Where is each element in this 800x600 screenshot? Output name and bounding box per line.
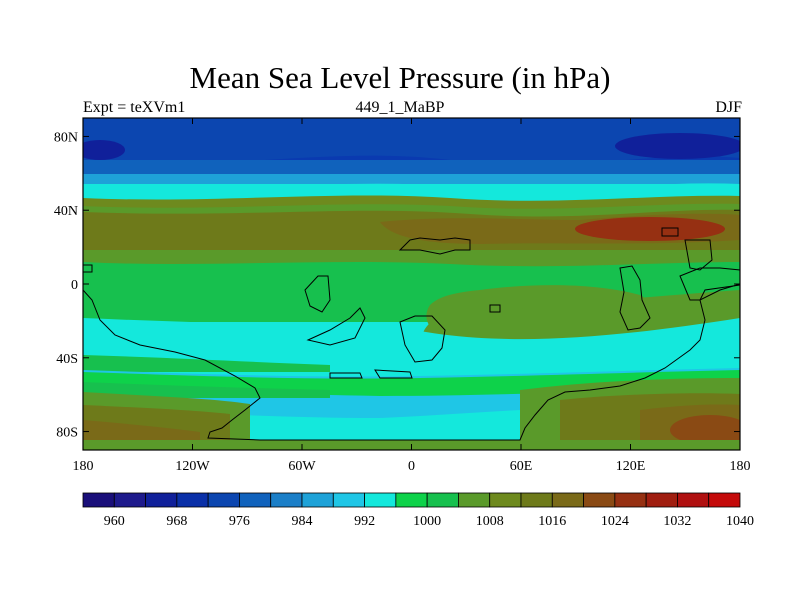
season-label: DJF — [715, 99, 742, 116]
lat-tick-label: 40S — [56, 352, 78, 367]
colorbar-label: 1040 — [726, 514, 754, 529]
colorbar-swatch — [207, 492, 240, 508]
map-title: Mean Sea Level Pressure (in hPa) — [189, 60, 611, 95]
latitude-axis: 80N 40N 0 40S 80S — [54, 130, 740, 441]
colorbar-swatch — [458, 492, 491, 508]
colorbar-label: 992 — [354, 514, 375, 529]
colorbar-swatch — [364, 492, 397, 508]
colorbar-swatch — [332, 492, 365, 508]
colorbar-swatch — [239, 492, 272, 508]
colorbar-swatch — [301, 492, 334, 508]
colorbar: 960 968 976 984 992 1000 1008 1016 1024 1032 1040 — [82, 492, 754, 529]
longitude-axis: 180 120W 60W 0 60E 120E 180 — [73, 118, 751, 474]
pressure-field — [83, 118, 740, 450]
lat-tick-label: 0 — [71, 278, 78, 293]
colorbar-swatch — [645, 492, 678, 508]
colorbar-swatch — [520, 492, 553, 508]
colorbar-swatch — [614, 492, 647, 508]
colorbar-swatch — [145, 492, 178, 508]
lat-tick-label: 80S — [56, 426, 78, 441]
colorbar-swatch — [489, 492, 522, 508]
colorbar-label: 1008 — [476, 514, 504, 529]
colorbar-swatch — [82, 492, 115, 508]
experiment-label: Expt = teXVm1 — [83, 99, 186, 116]
lon-tick-label: 60W — [288, 459, 316, 474]
colorbar-label: 968 — [166, 514, 187, 529]
colorbar-label: 984 — [292, 514, 313, 529]
colorbar-swatch — [270, 492, 303, 508]
low-center-west — [83, 140, 125, 160]
colorbar-swatch — [426, 492, 459, 508]
lon-tick-label: 180 — [73, 459, 94, 474]
lat-tick-label: 80N — [54, 130, 78, 145]
high-center-south — [670, 415, 740, 445]
colorbar-swatch — [113, 492, 146, 508]
colorbar-swatch — [677, 492, 710, 508]
lon-tick-label: 120E — [616, 459, 646, 474]
colorbar-swatch — [551, 492, 584, 508]
colorbar-label: 1024 — [601, 514, 629, 529]
run-label: 449_1_MaBP — [355, 99, 445, 116]
colorbar-swatch — [708, 492, 741, 508]
lat-tick-label: 40N — [54, 204, 78, 219]
colorbar-swatch — [395, 492, 428, 508]
lon-tick-label: 180 — [730, 459, 751, 474]
lon-tick-label: 120W — [175, 459, 210, 474]
colorbar-label: 1016 — [538, 514, 566, 529]
lon-tick-label: 0 — [408, 459, 415, 474]
colorbar-label: 976 — [229, 514, 250, 529]
lon-tick-label: 60E — [510, 459, 533, 474]
colorbar-label: 1032 — [663, 514, 691, 529]
colorbar-swatch — [176, 492, 209, 508]
colorbar-label: 960 — [104, 514, 125, 529]
low-center-east — [615, 133, 740, 159]
colorbar-swatch — [583, 492, 616, 508]
colorbar-label: 1000 — [413, 514, 441, 529]
high-center-north — [575, 217, 725, 241]
